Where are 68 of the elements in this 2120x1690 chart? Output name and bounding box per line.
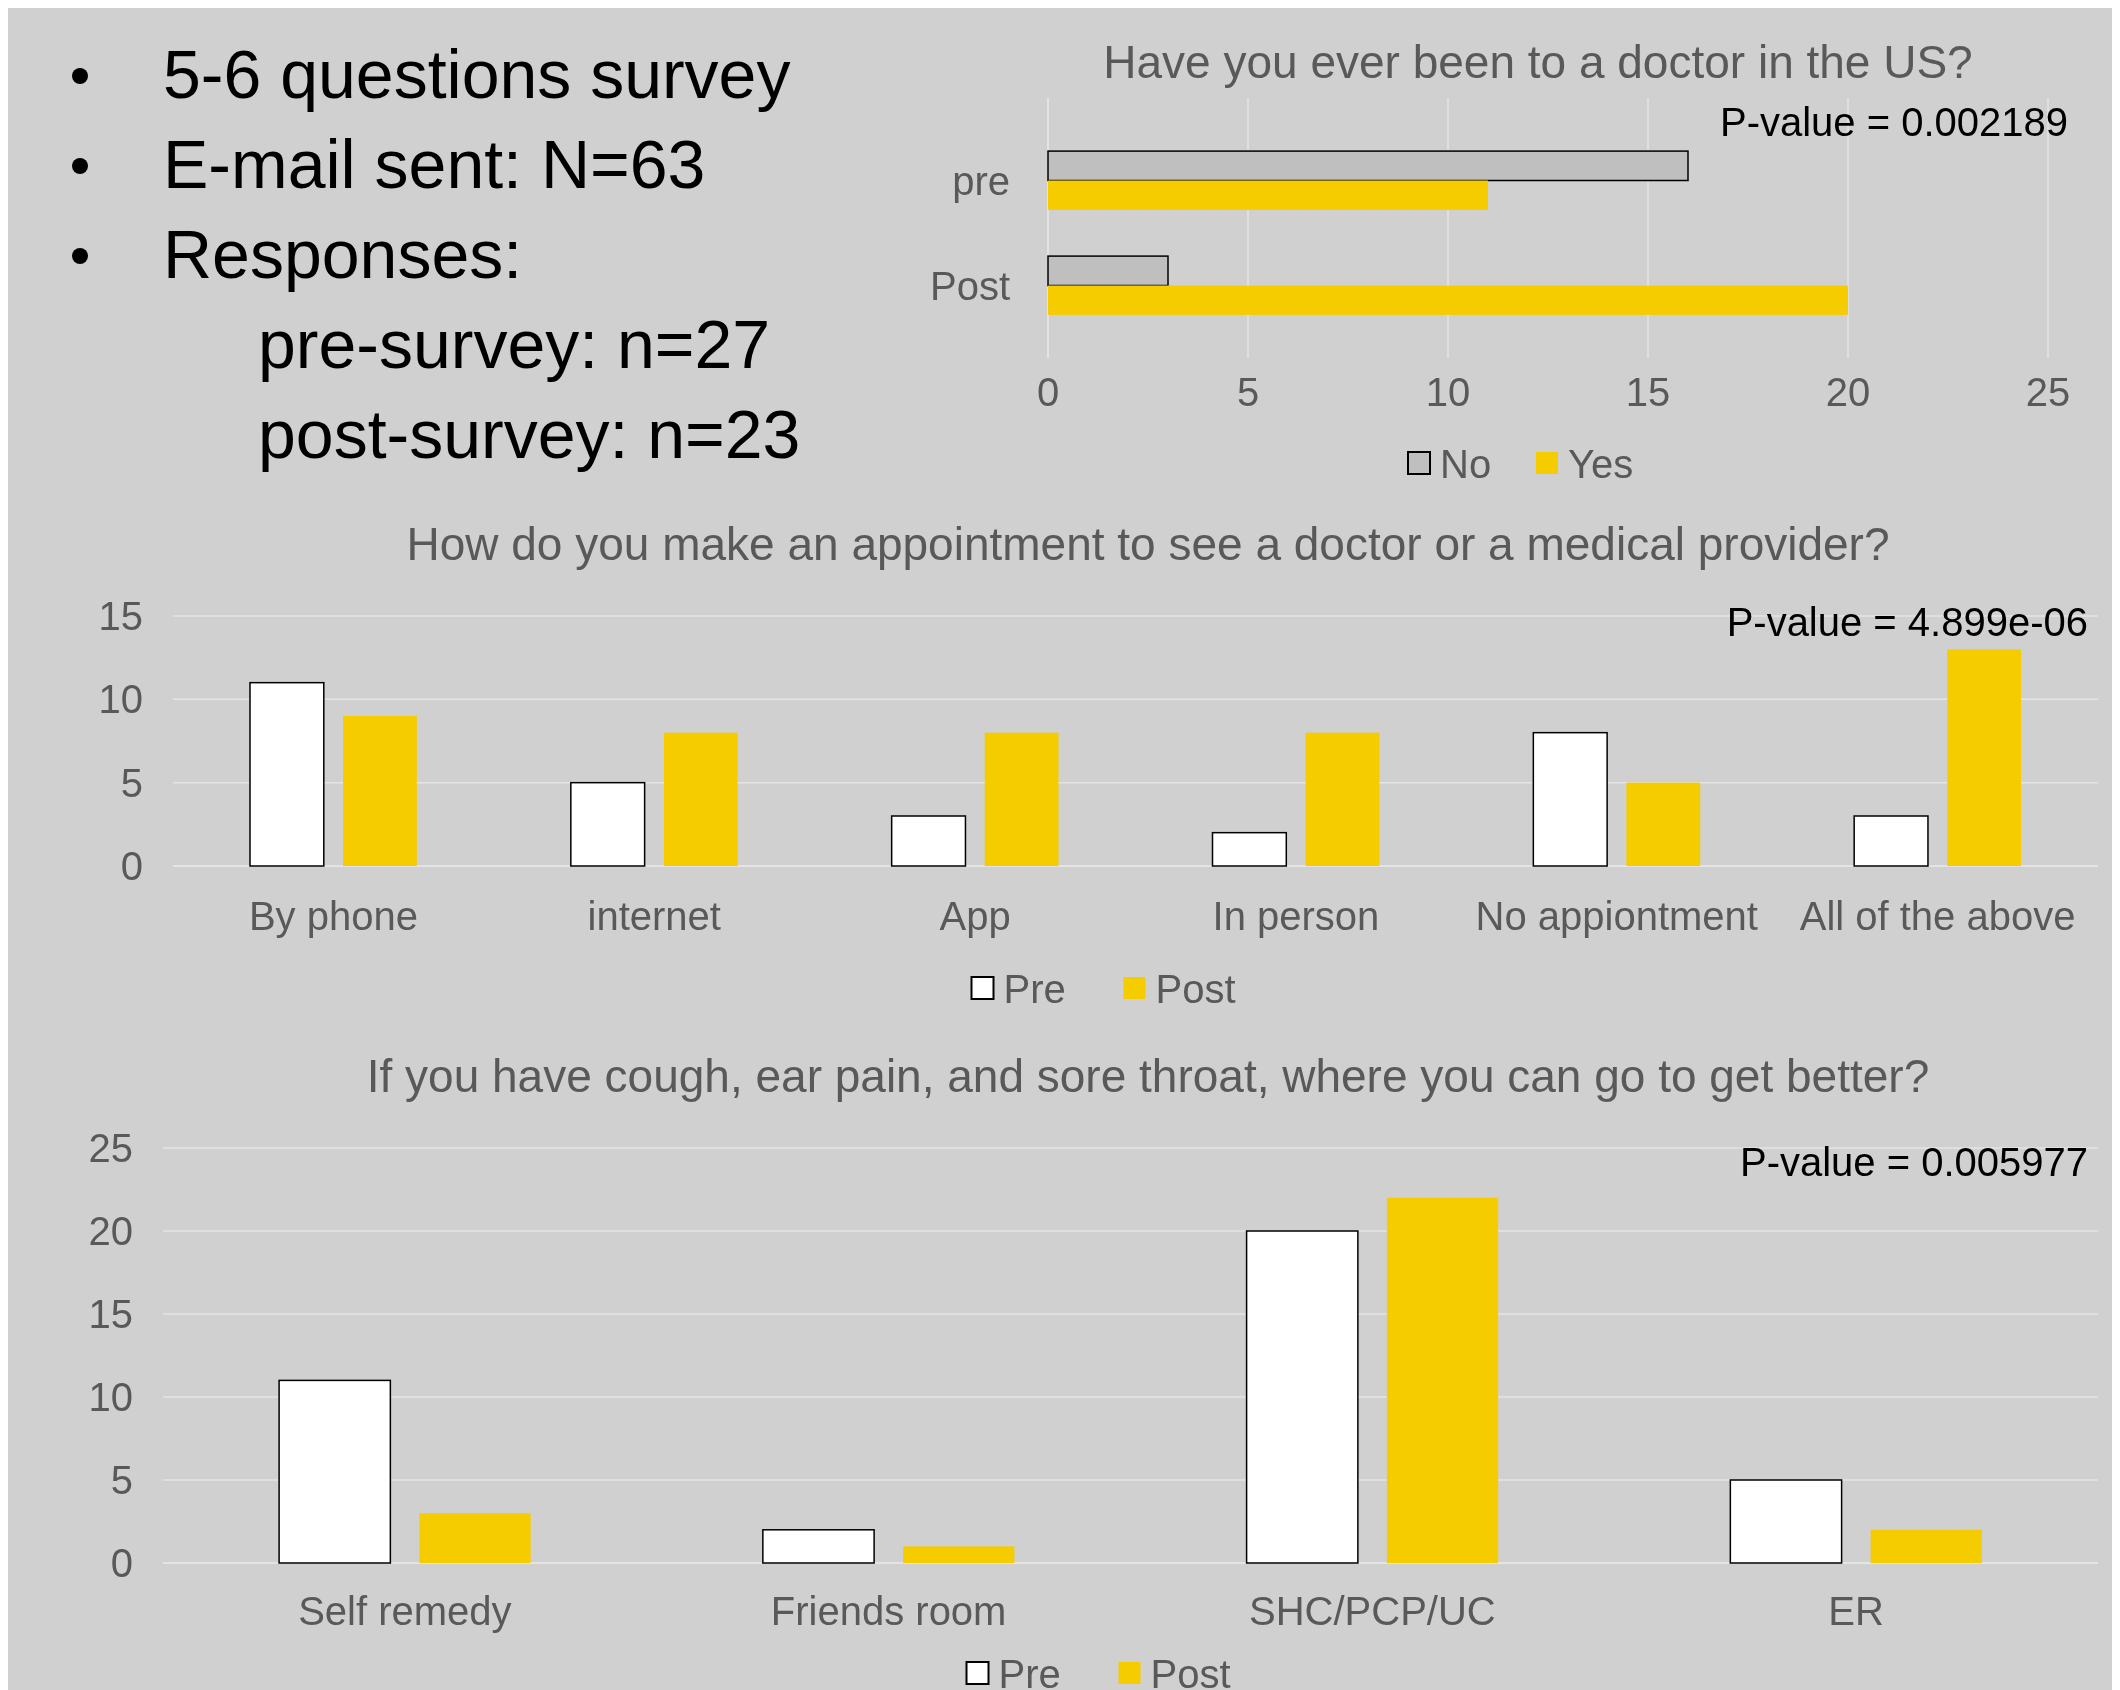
y-tick-label: 0 xyxy=(120,844,143,888)
y-tick-label: 20 xyxy=(88,1209,133,1253)
y-tick-label: 15 xyxy=(88,1292,133,1336)
bar xyxy=(419,1513,531,1563)
x-tick-label: By phone xyxy=(248,894,418,938)
x-tick-label: Friends room xyxy=(770,1589,1007,1633)
text: 5-6 questions survey xyxy=(163,36,791,112)
text: post-survey: n=23 xyxy=(258,396,801,472)
x-tick-label: 10 xyxy=(1425,370,1471,414)
bar xyxy=(249,681,325,867)
x-tick-label: 15 xyxy=(1625,370,1671,414)
annotation: P-value = 0.002189 xyxy=(1719,100,2068,144)
x-tick-label: In person xyxy=(1212,894,1380,938)
bar xyxy=(1853,815,1929,867)
y-tick-label: pre xyxy=(952,158,1010,203)
text: E-mail sent: N=63 xyxy=(163,126,706,202)
bar xyxy=(903,1546,1015,1563)
x-tick-label: 25 xyxy=(2025,370,2071,414)
y-tick-label: 25 xyxy=(88,1126,133,1170)
bar xyxy=(1386,1197,1499,1563)
chart-title: Have you ever been to a doctor in the US? xyxy=(1103,36,1973,88)
chart-title: If you have cough, ear pain, and sore throat, where you can go to get better? xyxy=(366,1050,1930,1102)
legend-label: Post xyxy=(1155,967,1236,1011)
y-tick-label: 5 xyxy=(110,1458,133,1502)
y-tick-label: 0 xyxy=(110,1541,133,1585)
x-tick-label: 0 xyxy=(1036,370,1060,414)
y-tick-label: 10 xyxy=(98,677,143,722)
bar xyxy=(570,781,646,867)
text: pre-survey: n=27 xyxy=(258,306,771,382)
x-tick-label: Self remedy xyxy=(298,1589,512,1633)
bar xyxy=(1305,732,1380,866)
legend-label: Yes xyxy=(1568,442,1634,486)
bar xyxy=(663,732,738,866)
bar xyxy=(1211,831,1288,867)
bar xyxy=(1047,255,1169,287)
x-tick-label: internet xyxy=(587,894,721,938)
x-tick-label: 5 xyxy=(1236,370,1260,414)
x-tick-label: ER xyxy=(1828,1589,1884,1633)
bar xyxy=(1870,1529,1982,1563)
bar xyxy=(1048,180,1488,210)
legend-label: No xyxy=(1440,442,1492,486)
x-tick-label: All of the above xyxy=(1799,894,2076,938)
annotation: P-value = 0.005977 xyxy=(1739,1140,2088,1184)
text: Responses: xyxy=(163,216,523,292)
x-tick-label: 20 xyxy=(1825,370,1871,414)
bar xyxy=(1532,731,1608,867)
y-tick-label: 15 xyxy=(98,594,143,638)
legend-label: Post xyxy=(1150,1652,1231,1690)
bar xyxy=(278,1379,392,1564)
bar xyxy=(1048,285,1848,315)
chart-title: How do you make an appointment to see a doctor or a medical provider? xyxy=(406,518,1890,570)
bar xyxy=(1729,1479,1843,1564)
bar xyxy=(1947,649,2021,866)
y-tick-label: 10 xyxy=(88,1375,133,1419)
bar xyxy=(1626,782,1701,866)
x-tick-label: SHC/PCP/UC xyxy=(1249,1589,1496,1633)
legend-label: Pre xyxy=(1003,967,1066,1011)
legend-label: Pre xyxy=(998,1652,1061,1690)
bar xyxy=(762,1529,875,1564)
annotation: P-value = 4.899e-06 xyxy=(1726,600,2088,644)
bar xyxy=(1245,1230,1359,1564)
bar xyxy=(890,815,967,867)
bar xyxy=(984,732,1059,866)
bar xyxy=(343,716,417,866)
bar xyxy=(1047,150,1689,182)
x-tick-label: No appiontment xyxy=(1475,894,1758,938)
x-tick-label: App xyxy=(939,894,1011,938)
y-tick-label: 5 xyxy=(120,760,143,805)
